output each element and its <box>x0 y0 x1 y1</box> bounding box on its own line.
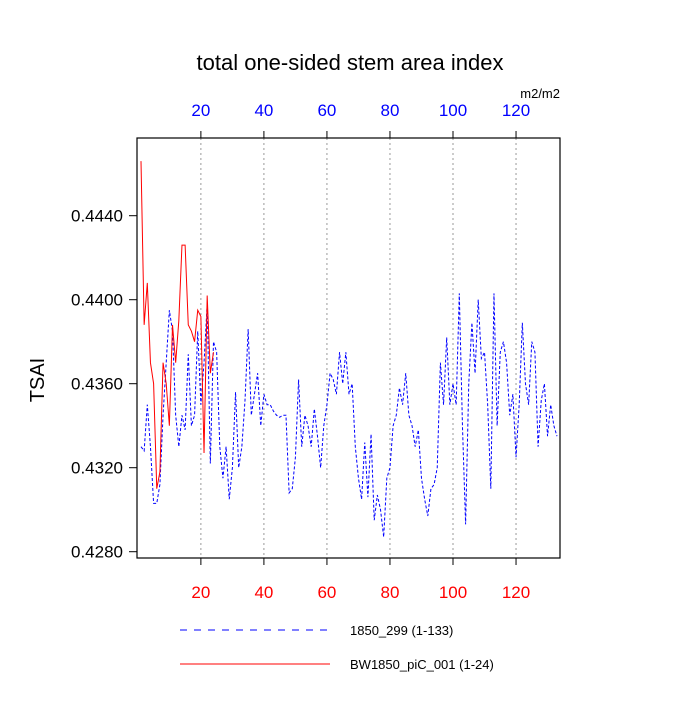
chart-title: total one-sided stem area index <box>197 50 504 75</box>
x-tick-label: 60 <box>317 583 336 602</box>
plot-frame <box>136 137 561 559</box>
x-tick-label: 100 <box>439 583 467 602</box>
y-tick-label: 0.4280 <box>71 543 123 562</box>
y-tick-label: 0.4440 <box>71 207 123 226</box>
y-tick-label: 0.4400 <box>71 291 123 310</box>
legend-label: 1850_299 (1-133) <box>350 623 453 638</box>
x2-tick-label: 80 <box>381 101 400 120</box>
x-tick-label: 120 <box>502 583 530 602</box>
x2-tick-label: 20 <box>191 101 210 120</box>
data-line <box>140 293 558 538</box>
legend-label: BW1850_piC_001 (1-24) <box>350 657 494 672</box>
x-tick-label: 20 <box>191 583 210 602</box>
x-tick-label: 40 <box>254 583 273 602</box>
y-tick-label: 0.4320 <box>71 459 123 478</box>
y-tick-label: 0.4360 <box>71 375 123 394</box>
data-line <box>140 161 214 489</box>
y-axis-label: TSAI <box>27 358 49 402</box>
x2-tick-label: 60 <box>317 101 336 120</box>
x2-tick-label: 100 <box>439 101 467 120</box>
x-tick-label: 80 <box>381 583 400 602</box>
x2-tick-label: 120 <box>502 101 530 120</box>
x2-tick-label: 40 <box>254 101 273 120</box>
units-label: m2/m2 <box>520 86 560 101</box>
